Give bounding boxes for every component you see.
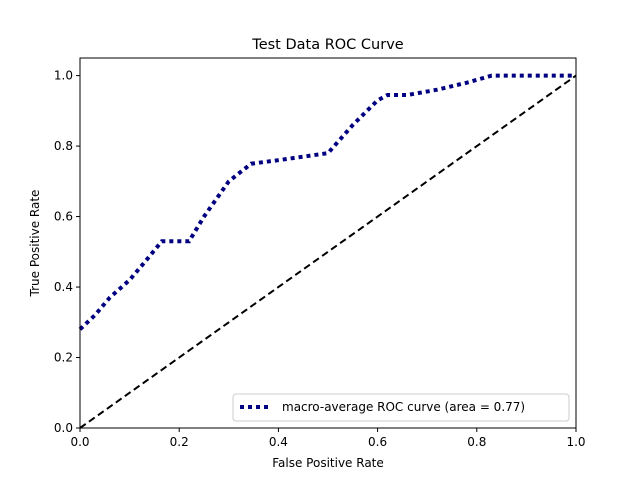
x-tick-label: 0.4 (269, 435, 288, 449)
chart-title: Test Data ROC Curve (251, 37, 403, 53)
series-line-chance-diagonal (79, 74, 577, 429)
y-tick-label: 0.8 (54, 139, 73, 153)
y-tick-label: 1.0 (54, 69, 73, 83)
x-tick-label: 0.8 (467, 435, 486, 449)
x-axis-ticks: 0.0 0.2 0.4 0.6 0.8 1.0 (70, 428, 586, 449)
y-tick-label: 0.4 (54, 280, 73, 294)
legend-box (232, 393, 570, 422)
plot-lines (78, 73, 577, 429)
y-axis-label: True Positive Rate (28, 190, 42, 298)
x-tick-label: 1.0 (566, 435, 585, 449)
series-line-macro-average-roc (78, 73, 576, 331)
y-axis-ticks: 0.0 0.2 0.4 0.6 0.8 1.0 (54, 69, 80, 435)
y-tick-label: 0.2 (54, 351, 73, 365)
x-tick-label: 0.2 (170, 435, 189, 449)
x-tick-label: 0.0 (70, 435, 89, 449)
legend-label-macro-average: macro-average ROC curve (area = 0.77) (282, 400, 525, 414)
x-axis-label: False Positive Rate (272, 456, 384, 470)
y-tick-label: 0.6 (54, 210, 73, 224)
plot-frame (79, 57, 577, 429)
legend: macro-average ROC curve (area = 0.77) (232, 393, 570, 422)
x-tick-label: 0.6 (368, 435, 387, 449)
y-tick-label: 0.0 (54, 421, 73, 435)
